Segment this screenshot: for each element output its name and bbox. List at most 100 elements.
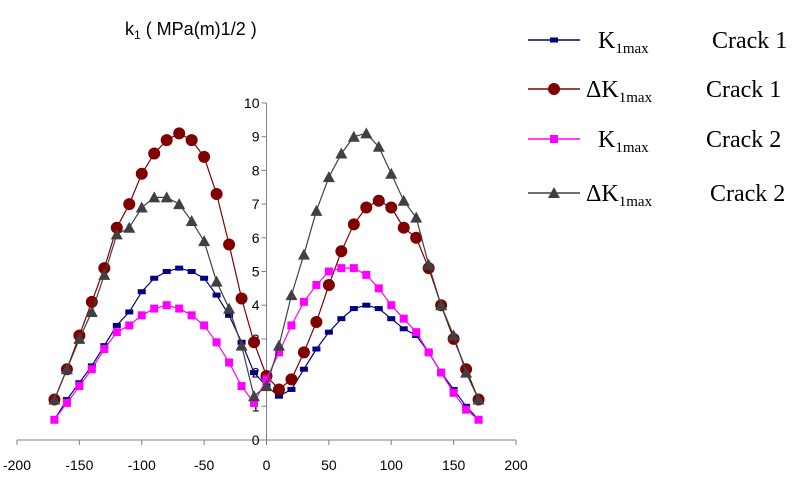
series-1-point <box>112 322 121 328</box>
series-2-point <box>123 198 136 211</box>
series-4-point <box>272 339 285 351</box>
legend-crack-label: Crack 1 <box>712 28 787 54</box>
series-3-point <box>112 328 121 337</box>
series-1-point <box>250 370 259 376</box>
series-3-point <box>274 348 283 357</box>
series-3-point <box>50 415 59 424</box>
legend-text: ΔK1max <box>586 77 653 106</box>
series-1-point <box>349 306 358 312</box>
series-2-point <box>372 194 385 207</box>
series-3-point <box>212 338 221 347</box>
series-4-point <box>385 167 398 179</box>
series-3-point <box>474 415 483 424</box>
series-2-point <box>335 245 348 258</box>
y-tick-label: 8 <box>252 162 260 178</box>
series-3-point <box>362 270 371 279</box>
series-2-point <box>135 167 148 180</box>
series-4-point <box>98 268 111 280</box>
series-2-point <box>235 292 248 305</box>
series-2-point <box>272 383 285 396</box>
series-3 <box>50 264 483 424</box>
series-1-point <box>150 275 159 281</box>
series-3-point <box>250 398 259 407</box>
series-1-point <box>225 312 234 318</box>
series-2-point <box>397 221 410 234</box>
series-3-point <box>200 321 209 330</box>
series-3-point <box>324 267 333 276</box>
legend-prefix: ΔK <box>586 181 619 207</box>
y-tick-label: 0 <box>252 432 260 448</box>
series-4-point <box>447 329 460 341</box>
series-3-point <box>150 304 159 313</box>
legend-item-3: K1max Crack 2 <box>528 127 781 156</box>
x-tick-label: 0 <box>263 457 271 473</box>
series-4-point <box>310 204 323 216</box>
legend-prefix: ΔK <box>586 77 619 103</box>
series-4-point <box>160 191 173 203</box>
y-tick-label: 9 <box>252 129 260 145</box>
series-4-point <box>123 221 136 233</box>
series-2-point <box>148 147 161 160</box>
series-4-point <box>285 289 298 301</box>
series-3-point <box>62 398 71 407</box>
series-3-point <box>100 345 109 354</box>
y-tick-label: 10 <box>244 95 260 111</box>
legend-subscript: 1max <box>619 90 653 106</box>
series-4-point <box>173 198 186 210</box>
series-3-point <box>424 348 433 357</box>
series-4-point <box>248 390 261 402</box>
series-4-point <box>460 366 473 378</box>
series-4-point <box>372 140 385 152</box>
series-2-point <box>223 238 236 251</box>
legend-marker <box>550 37 558 43</box>
series-3-point <box>449 388 458 397</box>
series-2-point <box>173 127 186 140</box>
series-4-point <box>60 363 73 375</box>
series-2-point <box>360 201 373 214</box>
x-tick-label: 50 <box>321 457 337 473</box>
series-4-point <box>73 332 86 344</box>
x-tick-label: 100 <box>380 457 404 473</box>
series-2-point <box>310 316 323 329</box>
series-3-point <box>87 365 96 374</box>
legend-crack-label: Crack 2 <box>710 181 785 207</box>
series-1-point <box>212 292 221 298</box>
series-3-point <box>225 358 234 367</box>
legend-text: K1max <box>598 127 649 156</box>
x-tick-label: -200 <box>3 457 31 473</box>
series-1-point <box>137 289 146 295</box>
series-3-point <box>125 321 134 330</box>
series-4 <box>48 127 485 405</box>
series-4-point <box>410 211 423 223</box>
series-group <box>48 127 485 424</box>
series-2-point <box>385 201 398 214</box>
series-1-point <box>387 316 396 322</box>
legend-crack-label: Crack 2 <box>706 127 781 153</box>
legend-text: K1max <box>598 28 649 57</box>
series-3-point <box>412 328 421 337</box>
series-3-point <box>399 314 408 323</box>
series-3-point <box>374 284 383 293</box>
y-axis-label-main: k <box>125 19 135 39</box>
y-tick-label: 5 <box>252 264 260 280</box>
series-1-point <box>162 269 171 274</box>
series-2-point <box>322 278 335 291</box>
series-2-point <box>248 336 261 349</box>
series-2-point <box>297 346 310 359</box>
series-4-point <box>322 171 335 183</box>
x-tick-label: 150 <box>442 457 466 473</box>
series-3-point <box>462 405 471 414</box>
series-4-point <box>223 302 236 314</box>
series-4-point <box>110 228 123 240</box>
y-axis-label: k1 ( MPa(m)1/2 ) <box>125 19 257 42</box>
series-4-point <box>198 235 211 247</box>
series-1-point <box>324 329 333 335</box>
series-4-point <box>472 393 485 405</box>
series-3-point <box>237 382 246 391</box>
series-2-point <box>185 134 198 147</box>
legend-item-2: ΔK1max Crack 1 <box>528 77 781 106</box>
series-1-point <box>399 326 408 332</box>
series-4-point <box>360 127 373 139</box>
series-3-point <box>349 264 358 273</box>
legend-marker <box>550 135 558 143</box>
